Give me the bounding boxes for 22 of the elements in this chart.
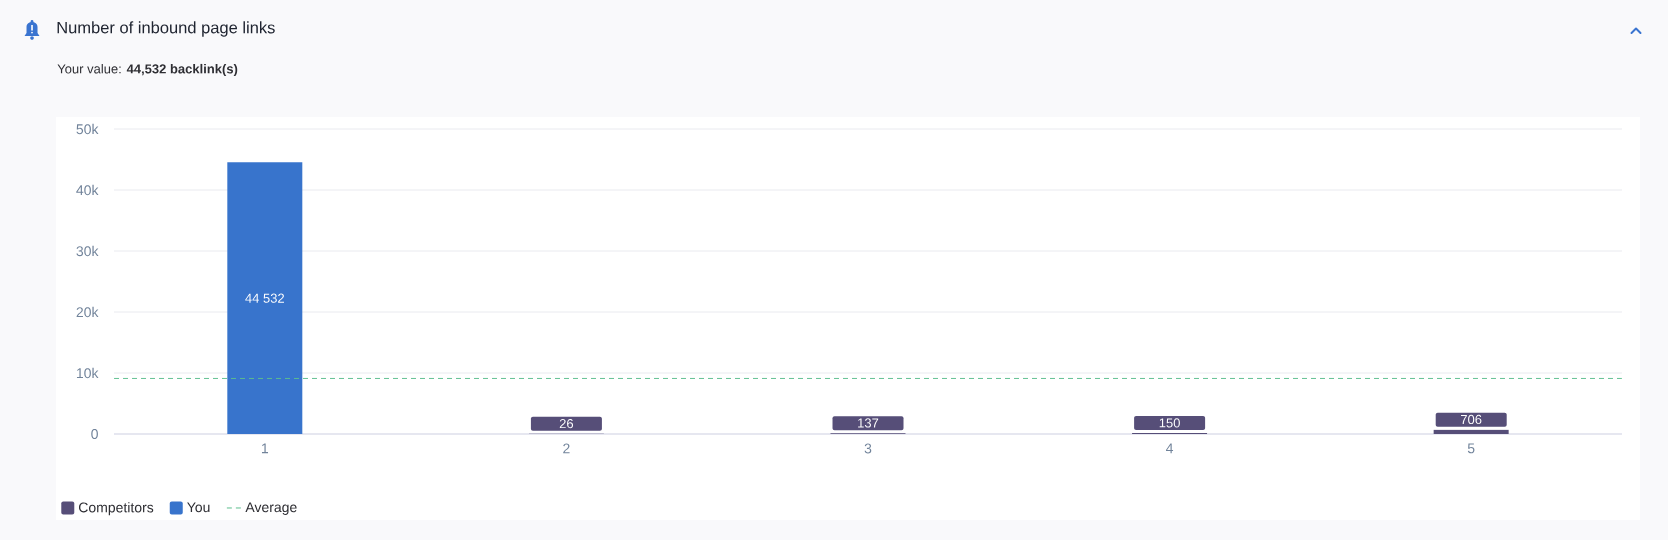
y-tick-label: 0 bbox=[91, 429, 98, 439]
y-tick-label: 10k bbox=[76, 367, 99, 379]
data-label: 44 532 bbox=[245, 293, 285, 303]
legend-label: Average bbox=[245, 502, 297, 515]
x-tick-label: 1 bbox=[261, 443, 269, 454]
chart-subtitle: Your value: 44,532 backlink(s) bbox=[57, 63, 238, 77]
x-tick-label: 5 bbox=[1467, 443, 1475, 454]
x-tick-label: 2 bbox=[563, 443, 570, 454]
data-label: 706 bbox=[1460, 414, 1482, 425]
data-label: 150 bbox=[1159, 418, 1180, 428]
x-tick-label: 3 bbox=[864, 443, 872, 454]
y-tick-label: 20k bbox=[76, 306, 99, 318]
y-tick-label: 30k bbox=[76, 245, 99, 257]
chart-title: Number of inbound page links bbox=[57, 21, 275, 37]
y-tick-label: 40k bbox=[76, 184, 99, 196]
data-label: 137 bbox=[858, 418, 879, 428]
legend-label: Competitors bbox=[78, 502, 154, 516]
legend-label: You bbox=[187, 502, 210, 513]
y-tick-label: 50k bbox=[76, 123, 99, 135]
data-label: 26 bbox=[559, 419, 574, 429]
x-tick-label: 4 bbox=[1165, 443, 1174, 454]
bar bbox=[227, 162, 303, 434]
